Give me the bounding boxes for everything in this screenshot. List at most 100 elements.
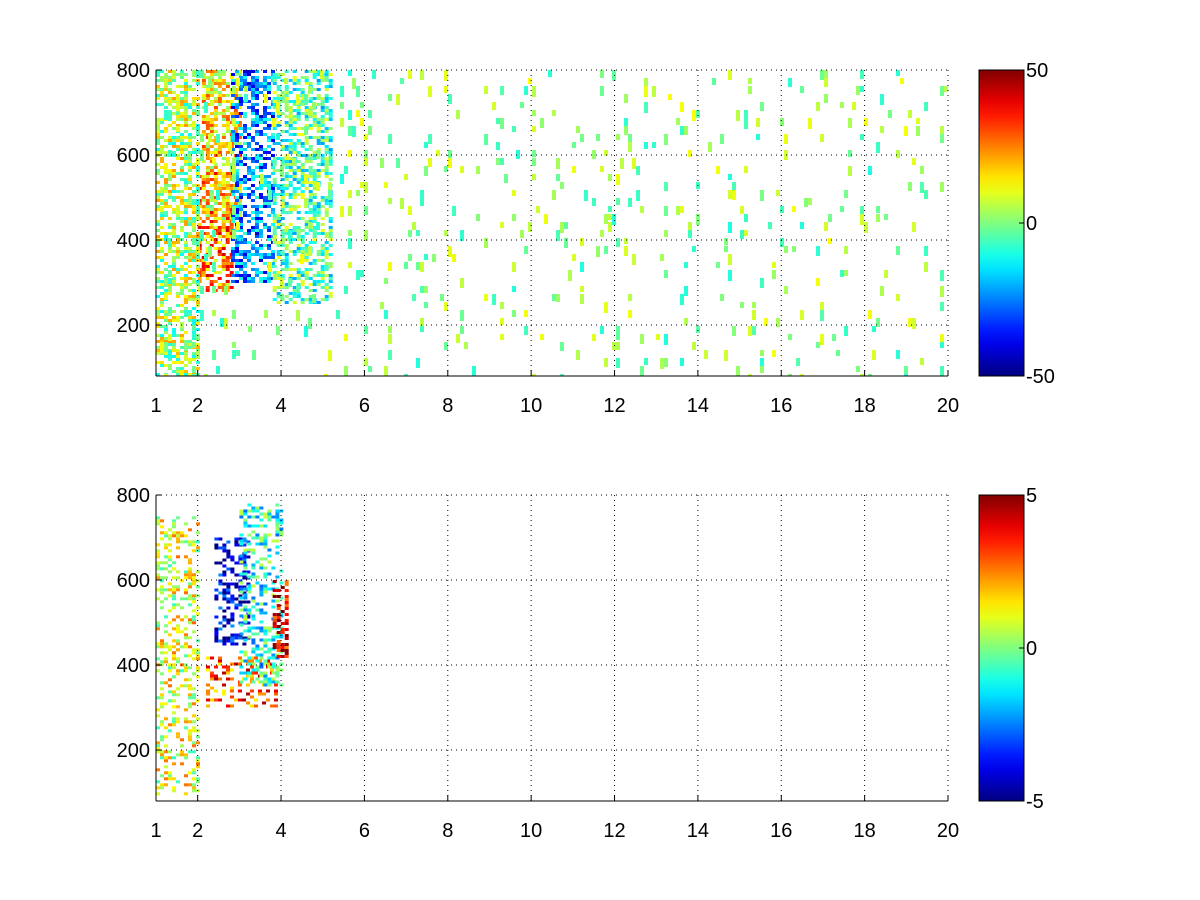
heatmap-cell xyxy=(184,115,188,118)
heatmap-cell xyxy=(250,695,254,699)
heatmap-cell xyxy=(660,254,664,261)
heatmap-cell xyxy=(296,82,301,85)
heatmap-cell xyxy=(572,166,576,173)
heatmap-cell xyxy=(242,537,247,541)
heatmap-cell xyxy=(259,91,263,94)
heatmap-cell xyxy=(247,533,252,537)
heatmap-cell xyxy=(300,133,305,136)
heatmap-cell xyxy=(255,214,259,217)
heatmap-cell xyxy=(188,295,192,298)
heatmap-cell xyxy=(180,76,184,79)
heatmap-cell xyxy=(209,112,214,115)
heatmap-cell xyxy=(176,268,180,271)
heatmap-cell xyxy=(168,648,172,652)
heatmap-cell xyxy=(239,659,244,663)
heatmap-cell xyxy=(324,160,329,163)
heatmap-cell xyxy=(516,150,520,159)
heatmap-cell xyxy=(292,175,297,178)
heatmap-cell xyxy=(218,582,223,586)
heatmap-cell xyxy=(408,230,412,237)
heatmap-cell xyxy=(230,600,235,604)
heatmap-cell xyxy=(168,174,172,181)
heatmap-cell xyxy=(201,100,206,103)
heatmap-cell xyxy=(217,229,222,232)
heatmap-cell xyxy=(204,102,208,113)
heatmap-cell xyxy=(328,350,332,361)
heatmap-cell xyxy=(424,302,428,308)
heatmap-cell xyxy=(304,106,309,109)
heatmap-cell xyxy=(243,238,247,241)
heatmap-cell xyxy=(680,206,684,213)
heatmap-cell xyxy=(312,184,317,187)
heatmap-cell xyxy=(251,280,255,283)
heatmap-cell xyxy=(225,211,230,214)
heatmap-cell xyxy=(201,205,206,208)
heatmap-cell xyxy=(284,583,289,586)
heatmap-cell xyxy=(251,226,255,229)
heatmap-cell xyxy=(243,617,248,621)
heatmap-cell xyxy=(868,374,872,376)
heatmap-cell xyxy=(184,274,188,277)
heatmap-cell xyxy=(188,346,192,349)
heatmap-cell xyxy=(230,582,235,586)
heatmap-cell xyxy=(192,777,196,781)
heatmap-cell xyxy=(616,134,620,140)
heatmap-cell xyxy=(164,555,168,559)
heatmap-cell xyxy=(904,366,908,375)
colorbar-tick-label: 0 xyxy=(1026,213,1037,235)
x-tick-label: 20 xyxy=(937,395,959,417)
heatmap-cell xyxy=(280,193,285,196)
heatmap-cell xyxy=(284,619,289,622)
heatmap-cell xyxy=(246,582,251,586)
heatmap-cell xyxy=(324,70,329,73)
heatmap-cell xyxy=(360,118,364,126)
heatmap-cell xyxy=(324,112,329,115)
heatmap-cell xyxy=(316,127,321,130)
heatmap-cell xyxy=(201,262,206,265)
heatmap-cell xyxy=(209,178,214,181)
heatmap-cell xyxy=(184,588,188,592)
heatmap-cell xyxy=(168,528,172,532)
heatmap-cell xyxy=(180,118,184,121)
heatmap-cell xyxy=(217,271,222,274)
heatmap-cell xyxy=(243,524,248,528)
heatmap-cell xyxy=(263,76,267,79)
heatmap-cell xyxy=(760,366,764,373)
heatmap-cell xyxy=(316,214,321,217)
heatmap-cell xyxy=(664,230,668,237)
heatmap-cell xyxy=(176,693,180,697)
heatmap-cell xyxy=(217,241,222,244)
heatmap-cell xyxy=(263,202,267,205)
heatmap-cell xyxy=(172,762,176,766)
heatmap-cell xyxy=(272,73,277,76)
heatmap-cell xyxy=(251,680,256,684)
heatmap-cell xyxy=(196,343,200,346)
heatmap-cell xyxy=(824,94,828,103)
heatmap-cell xyxy=(160,283,164,286)
heatmap-cell xyxy=(284,643,289,646)
heatmap-cell xyxy=(213,88,218,91)
heatmap-cell xyxy=(263,671,268,675)
heatmap-cell xyxy=(164,342,168,352)
heatmap-cell xyxy=(156,193,160,196)
heatmap-cell xyxy=(196,322,200,325)
heatmap-cell xyxy=(250,671,254,675)
heatmap-cell xyxy=(188,678,192,682)
heatmap-cell xyxy=(868,310,872,319)
heatmap-cell xyxy=(239,181,243,184)
heatmap-cell xyxy=(176,717,180,721)
heatmap-cell xyxy=(221,265,226,268)
heatmap-cell xyxy=(940,270,944,281)
heatmap-cell xyxy=(180,196,184,199)
heatmap-cell xyxy=(276,631,281,634)
heatmap-cell xyxy=(340,206,344,217)
heatmap-cell xyxy=(214,665,218,669)
heatmap-cell xyxy=(168,289,172,292)
heatmap-cell xyxy=(160,600,164,604)
heatmap-cell xyxy=(172,705,176,709)
heatmap-cell xyxy=(676,206,680,215)
heatmap-cell xyxy=(352,78,356,89)
heatmap-cell xyxy=(164,178,168,181)
heatmap-cell xyxy=(230,639,235,643)
